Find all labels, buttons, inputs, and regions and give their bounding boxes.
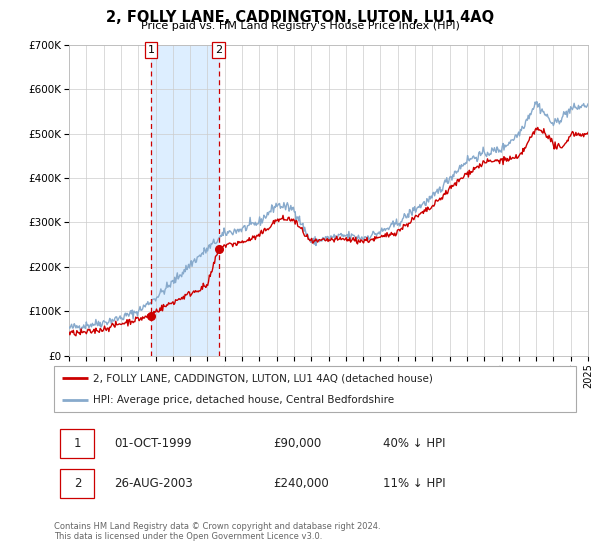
FancyBboxPatch shape [54, 366, 576, 412]
Text: 1: 1 [74, 437, 81, 450]
FancyBboxPatch shape [60, 469, 94, 498]
Text: HPI: Average price, detached house, Central Bedfordshire: HPI: Average price, detached house, Cent… [93, 395, 394, 405]
Text: 2, FOLLY LANE, CADDINGTON, LUTON, LU1 4AQ (detached house): 2, FOLLY LANE, CADDINGTON, LUTON, LU1 4A… [93, 373, 433, 383]
Text: Price paid vs. HM Land Registry's House Price Index (HPI): Price paid vs. HM Land Registry's House … [140, 21, 460, 31]
Text: 26-AUG-2003: 26-AUG-2003 [114, 477, 193, 490]
Text: 2: 2 [74, 477, 81, 490]
Text: £90,000: £90,000 [273, 437, 322, 450]
Text: 01-OCT-1999: 01-OCT-1999 [114, 437, 191, 450]
Text: 40% ↓ HPI: 40% ↓ HPI [383, 437, 445, 450]
Text: 11% ↓ HPI: 11% ↓ HPI [383, 477, 445, 490]
Text: 2: 2 [215, 45, 222, 55]
FancyBboxPatch shape [60, 429, 94, 458]
Text: Contains HM Land Registry data © Crown copyright and database right 2024.: Contains HM Land Registry data © Crown c… [54, 522, 380, 531]
Bar [151, 45, 218, 356]
Text: This data is licensed under the Open Government Licence v3.0.: This data is licensed under the Open Gov… [54, 532, 322, 541]
Text: £240,000: £240,000 [273, 477, 329, 490]
Text: 2, FOLLY LANE, CADDINGTON, LUTON, LU1 4AQ: 2, FOLLY LANE, CADDINGTON, LUTON, LU1 4A… [106, 10, 494, 25]
Text: 1: 1 [148, 45, 155, 55]
